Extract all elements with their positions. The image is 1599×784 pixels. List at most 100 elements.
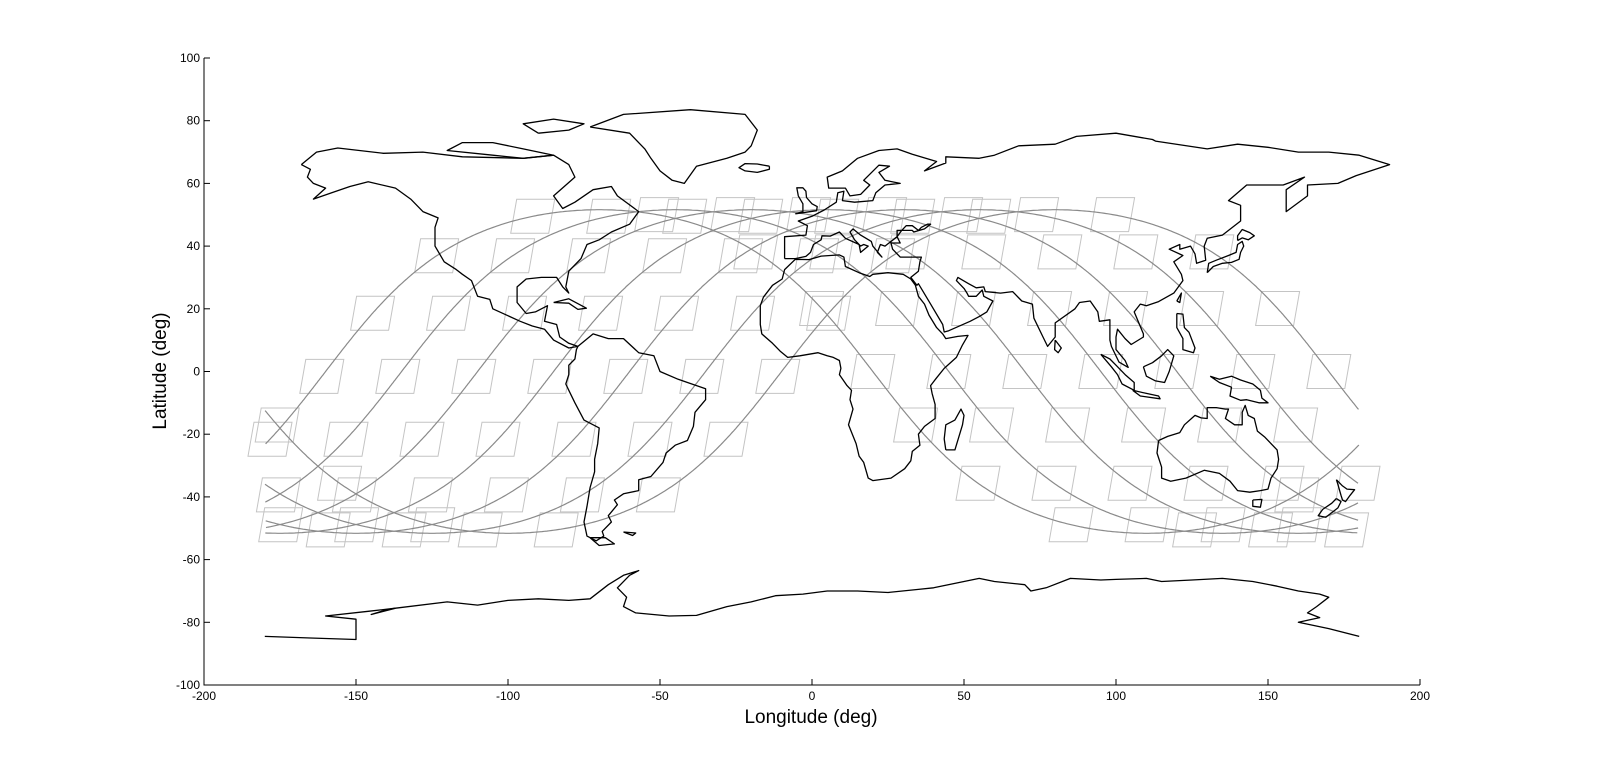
y-tick-label: -20 <box>183 427 201 441</box>
sensor-footprint <box>654 295 700 331</box>
sensor-footprint <box>258 507 304 543</box>
y-tick-label: -60 <box>183 553 201 567</box>
sensor-footprint <box>1259 465 1305 501</box>
sensor-footprint <box>635 477 681 513</box>
coastline <box>795 187 818 215</box>
sensor-footprint <box>490 238 536 274</box>
sensor-footprint <box>551 421 597 457</box>
y-tick-label: 40 <box>187 239 201 253</box>
sensor-footprint <box>634 197 680 233</box>
sensor-footprint <box>603 358 649 394</box>
coastline <box>1209 375 1269 404</box>
x-tick-label: -200 <box>192 689 216 703</box>
sensor-footprint <box>755 358 801 394</box>
coastline <box>589 537 616 547</box>
ground-track <box>264 209 1359 534</box>
x-tick-label: -100 <box>496 689 520 703</box>
sensor-footprint <box>938 197 984 233</box>
x-tick-label: 150 <box>1258 689 1278 703</box>
sensor-footprint <box>1124 507 1170 543</box>
sensor-footprint <box>407 477 453 513</box>
coastline <box>623 531 637 537</box>
sensor-footprint <box>809 234 855 270</box>
coastline <box>1100 353 1135 391</box>
sensor-footprint <box>870 238 916 274</box>
coastline <box>300 147 640 349</box>
ground-track <box>264 209 1359 534</box>
sensor-footprint <box>1255 291 1301 326</box>
sensor-footprint <box>483 477 529 513</box>
sensor-footprint <box>1078 354 1124 389</box>
y-tick-label: 80 <box>187 114 201 128</box>
coastline <box>522 118 585 134</box>
sensor-footprint <box>451 358 497 394</box>
coastline <box>1176 312 1196 354</box>
coastline <box>446 141 554 159</box>
sensor-footprint <box>806 295 852 331</box>
coastline <box>1142 348 1175 384</box>
sensor-footprint <box>730 295 776 331</box>
sensor-footprint <box>679 358 725 394</box>
sensor-footprint <box>1103 291 1149 326</box>
sensor-footprint <box>786 197 832 233</box>
coastline <box>1317 497 1342 518</box>
coastline <box>264 569 1360 641</box>
sensor-footprint <box>1002 354 1048 389</box>
sensor-footprint <box>1154 354 1200 389</box>
sensor-footprint <box>426 295 472 331</box>
sensor-footprint <box>502 295 548 331</box>
sensor-footprint <box>794 238 840 274</box>
sensor-footprint <box>255 477 301 513</box>
sensor-footprint <box>1324 512 1370 548</box>
x-tick-label: -50 <box>651 689 669 703</box>
sensor-footprint <box>375 358 421 394</box>
sensor-footprint <box>961 234 1007 270</box>
sensor-footprint <box>559 477 605 513</box>
y-tick-label: 100 <box>180 51 200 65</box>
sensor-footprint <box>299 358 345 394</box>
sensor-footprint <box>875 291 921 326</box>
y-tick-label: 60 <box>187 176 201 190</box>
y-tick-label: -100 <box>176 678 200 692</box>
sensor-footprint <box>627 421 673 457</box>
coastline-layer <box>264 109 1391 641</box>
sensor-footprint <box>885 234 931 270</box>
axis-frame <box>203 58 1420 686</box>
coastline <box>1335 479 1356 503</box>
ground-track-layer <box>264 209 1360 534</box>
sensor-footprint <box>1172 512 1218 548</box>
sensor-footprint <box>703 421 749 457</box>
axes: -200 -150 -100 -50 0 50 100 150 200100806040200-… <box>176 51 1430 703</box>
sensor-footprint <box>1037 234 1083 270</box>
sensor-footprint <box>1200 507 1246 543</box>
sensor-footprint <box>1306 354 1352 389</box>
y-axis-label: Latitude (deg) <box>150 312 171 429</box>
coastline <box>1132 389 1161 400</box>
coastline <box>1206 240 1245 274</box>
sensor-footprint <box>414 238 460 274</box>
sensor-footprint <box>890 198 936 234</box>
sensor-footprint <box>1027 291 1073 326</box>
x-tick-label: 50 <box>957 689 971 703</box>
sensor-footprint <box>850 354 896 389</box>
sensor-footprint <box>738 198 784 234</box>
sensor-footprint <box>1090 197 1136 233</box>
sensor-footprint <box>566 238 612 274</box>
sensor-footprint <box>662 198 708 234</box>
sensor-footprint <box>1031 465 1077 501</box>
sensor-footprint <box>966 198 1012 234</box>
sensor-footprint <box>814 198 860 234</box>
x-tick-label: 100 <box>1106 689 1126 703</box>
sensor-footprint <box>1113 234 1159 270</box>
coastline <box>589 109 758 185</box>
ground-track <box>265 209 1360 534</box>
sensor-footprint <box>527 358 573 394</box>
ground-track <box>265 209 1358 534</box>
y-tick-label: -40 <box>183 490 201 504</box>
sensor-footprint <box>710 197 756 233</box>
coastline <box>1176 292 1183 304</box>
coastline <box>370 607 396 616</box>
sensor-footprint <box>323 421 369 457</box>
y-tick-label: -80 <box>183 615 201 629</box>
sensor-footprint <box>475 421 521 457</box>
